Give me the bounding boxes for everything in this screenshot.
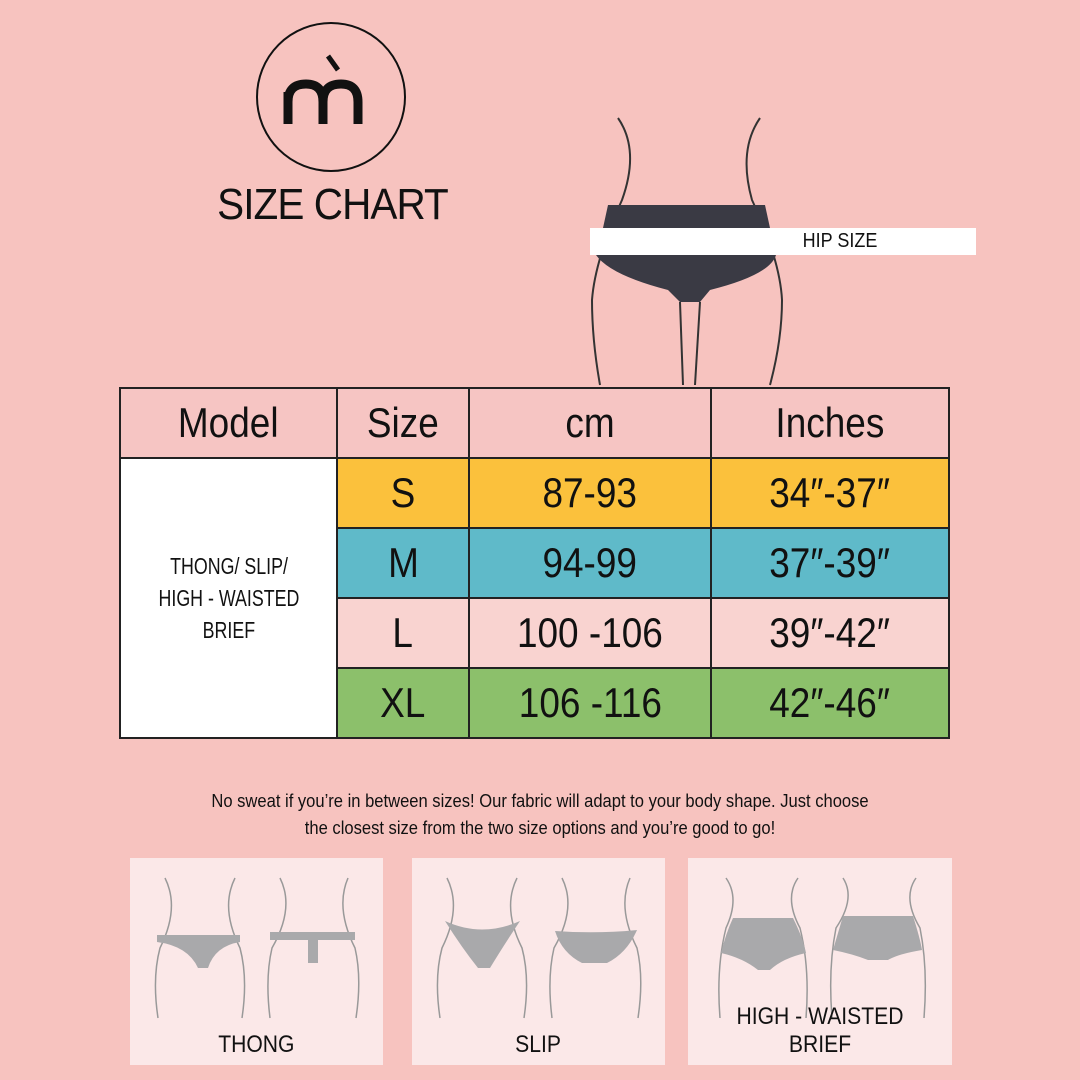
inches-cell: 34″-37″ bbox=[710, 457, 950, 529]
size-cell: S bbox=[336, 457, 470, 529]
style-label: SLIP bbox=[515, 1031, 562, 1058]
slip-illustration bbox=[436, 877, 642, 1019]
size-cell: M bbox=[336, 527, 470, 599]
style-panel-thong: THONG bbox=[130, 858, 383, 1065]
header-inches: Inches bbox=[710, 387, 950, 459]
table-row: M 94-99 37″-39″ bbox=[120, 527, 950, 599]
cm-cell: 94-99 bbox=[468, 527, 712, 599]
page-title: SIZE CHART bbox=[217, 180, 449, 229]
brand-logo bbox=[256, 22, 406, 172]
style-panel-slip: SLIP bbox=[412, 858, 665, 1065]
cm-cell: 87-93 bbox=[468, 457, 712, 529]
style-label: HIGH - WAISTED BRIEF bbox=[736, 1003, 904, 1058]
style-label: THONG bbox=[218, 1031, 295, 1058]
style-panel-high-waisted-brief: HIGH - WAISTED BRIEF bbox=[688, 858, 952, 1065]
cm-cell: 100 -106 bbox=[468, 597, 712, 669]
header-size: Size bbox=[336, 387, 470, 459]
note-line: No sweat if you’re in between sizes! Our… bbox=[211, 791, 869, 811]
hip-size-label: HIP SIZE bbox=[802, 230, 878, 252]
model-cell: THONG/ SLIP/HIGH - WAISTED BRIEF bbox=[119, 457, 338, 739]
cm-cell: 106 -116 bbox=[468, 667, 712, 739]
size-table: Model Size cm Inches THONG/ SLIP/HIGH - … bbox=[119, 387, 950, 739]
hip-figure-illustration bbox=[590, 117, 784, 386]
inches-cell: 37″-39″ bbox=[710, 527, 950, 599]
logo-m-glyph bbox=[283, 54, 363, 124]
header-model: Model bbox=[119, 387, 338, 459]
header-cm: cm bbox=[468, 387, 712, 459]
size-cell: L bbox=[336, 597, 470, 669]
hip-size-bar bbox=[590, 228, 976, 255]
high-waisted-brief-illustration bbox=[718, 877, 927, 1019]
note-line: the closest size from the two size optio… bbox=[304, 818, 776, 838]
inches-cell: 42″-46″ bbox=[710, 667, 950, 739]
sizing-note: No sweat if you’re in between sizes! Our… bbox=[135, 788, 945, 842]
thong-illustration bbox=[154, 877, 360, 1019]
table-header-row: Model Size cm Inches bbox=[119, 387, 950, 459]
inches-cell: 39″-42″ bbox=[710, 597, 950, 669]
size-cell: XL bbox=[336, 667, 470, 739]
table-row: THONG/ SLIP/HIGH - WAISTED BRIEF S 87-93 … bbox=[119, 457, 950, 739]
